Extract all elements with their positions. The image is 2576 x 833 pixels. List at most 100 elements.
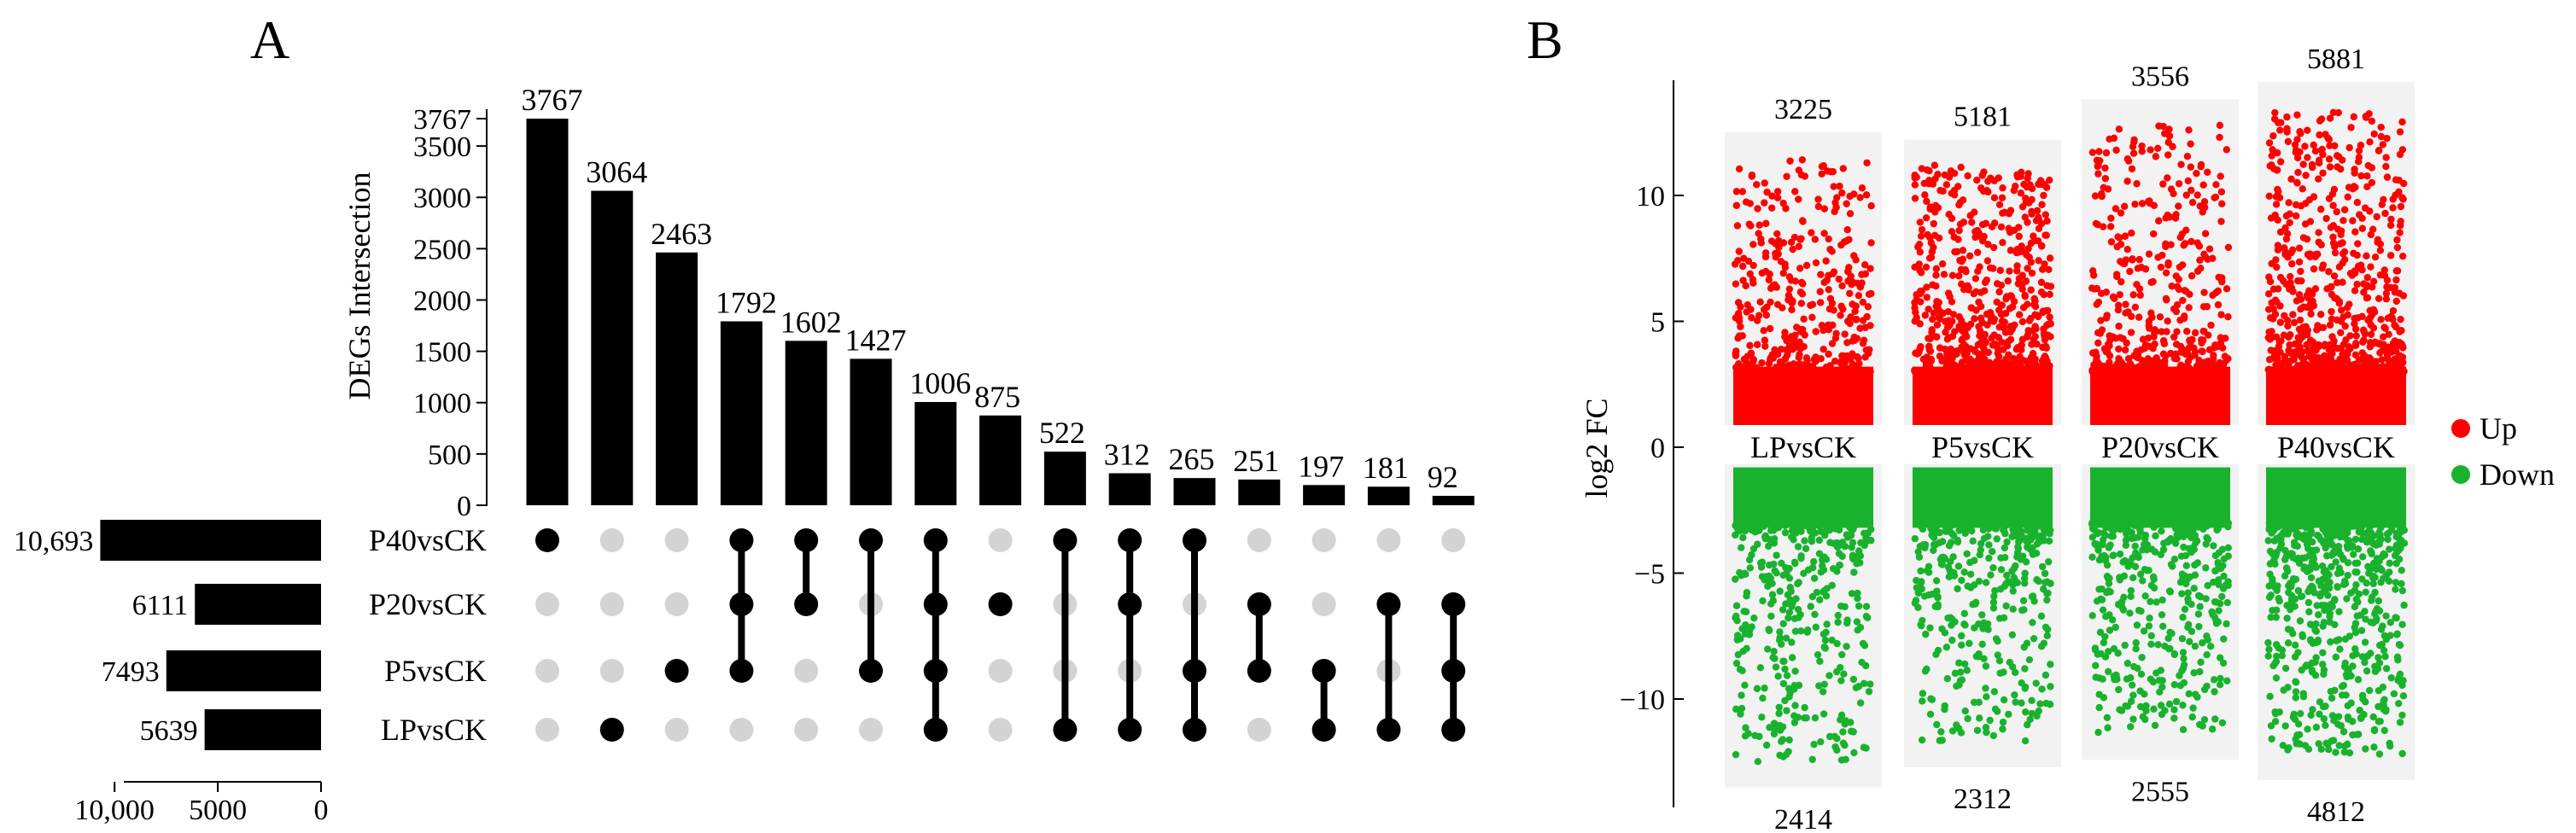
down-point	[1825, 672, 1833, 679]
up-point	[2096, 157, 2104, 165]
up-point	[1860, 261, 1869, 269]
up-point	[2192, 366, 2200, 374]
down-point	[1838, 650, 1846, 659]
down-points	[2264, 467, 2409, 758]
down-point	[1788, 603, 1796, 610]
up-point	[1982, 219, 1990, 227]
up-count-label: 3556	[2131, 61, 2189, 92]
up-point	[1789, 245, 1796, 253]
matrix-dot-inactive	[859, 718, 883, 742]
up-point	[2028, 195, 2036, 204]
up-point	[1749, 261, 1757, 270]
down-point	[2179, 702, 2187, 709]
up-point	[2097, 366, 2106, 375]
down-point	[2116, 550, 2124, 558]
down-point	[2094, 650, 2102, 658]
up-point	[2382, 154, 2390, 161]
down-point	[2294, 649, 2302, 656]
down-point	[2296, 740, 2304, 748]
down-point	[1855, 602, 1863, 610]
down-point	[2380, 696, 2387, 705]
down-point	[1837, 711, 1846, 719]
up-point	[1865, 366, 1873, 375]
up-point	[1816, 288, 1824, 295]
up-point	[2042, 342, 2050, 351]
logfc-group-name: P20vsCK	[2101, 430, 2219, 464]
up-point	[1773, 364, 1780, 371]
up-point	[2393, 243, 2402, 252]
down-point	[2394, 656, 2402, 664]
down-point	[2196, 720, 2204, 729]
up-point	[1763, 188, 1771, 196]
down-point	[2382, 612, 2390, 620]
up-point	[2367, 355, 2374, 363]
up-point	[2310, 265, 2318, 273]
up-point	[2020, 180, 2028, 189]
down-point	[2132, 638, 2140, 647]
up-point	[2088, 368, 2096, 376]
up-point	[1929, 281, 1936, 288]
up-point	[2041, 260, 2048, 268]
up-point	[1999, 184, 2006, 192]
intersection-bar-label: 92	[1428, 460, 1458, 494]
matrix-dot-inactive	[794, 659, 819, 683]
up-point	[2268, 328, 2275, 335]
down-point	[1966, 558, 1974, 567]
upset-y-tick-label: 1000	[413, 388, 471, 420]
up-point	[1916, 218, 1925, 226]
up-point	[1977, 339, 1985, 347]
matrix-dot-inactive	[1441, 528, 1466, 552]
up-point	[2400, 179, 2408, 188]
down-point	[2091, 644, 2100, 652]
down-point	[2017, 527, 2024, 535]
down-point	[1829, 564, 1837, 573]
up-point	[2366, 138, 2374, 146]
down-point	[1953, 721, 1960, 729]
up-point	[1924, 368, 1932, 376]
up-point	[1773, 300, 1782, 309]
up-point	[2277, 119, 2285, 126]
down-point	[2289, 630, 2297, 638]
down-point	[2330, 597, 2339, 604]
down-point	[1753, 684, 1761, 693]
up-point	[2347, 124, 2355, 131]
down-point	[2348, 544, 2356, 551]
down-point	[1995, 615, 2004, 622]
down-point	[2271, 718, 2280, 725]
down-point	[2001, 544, 2009, 552]
down-point	[2222, 581, 2230, 589]
up-point	[1749, 279, 1757, 287]
up-point	[1930, 219, 1937, 228]
up-point	[1837, 312, 1844, 319]
up-point	[1778, 367, 1786, 376]
up-point	[1923, 197, 1931, 206]
down-point	[2108, 616, 2117, 624]
down-point	[1779, 606, 1787, 614]
down-point	[2223, 598, 2232, 607]
down-point	[2139, 577, 2147, 585]
group-name-background	[2258, 425, 2415, 464]
down-point	[2182, 562, 2190, 569]
up-point	[2129, 256, 2136, 264]
up-point	[1789, 297, 1796, 305]
up-point	[1820, 205, 1829, 213]
up-point	[1948, 298, 1956, 306]
up-point	[1779, 269, 1787, 277]
down-point	[2016, 519, 2024, 527]
up-point	[1797, 300, 1806, 307]
down-point	[2304, 568, 2311, 575]
intersection-bar-label: 875	[974, 380, 1020, 414]
up-point	[2170, 333, 2178, 341]
down-point	[2036, 700, 2044, 708]
down-point	[2296, 617, 2304, 625]
up-point	[2094, 339, 2102, 347]
down-point	[2304, 532, 2311, 539]
up-point	[2164, 317, 2171, 325]
down-point	[1970, 698, 1978, 707]
up-point	[1853, 315, 1860, 323]
up-point	[2162, 242, 2170, 251]
up-point	[2035, 216, 2043, 224]
down-point	[1759, 597, 1767, 605]
down-point	[2021, 737, 2030, 745]
up-point	[2205, 331, 2212, 339]
